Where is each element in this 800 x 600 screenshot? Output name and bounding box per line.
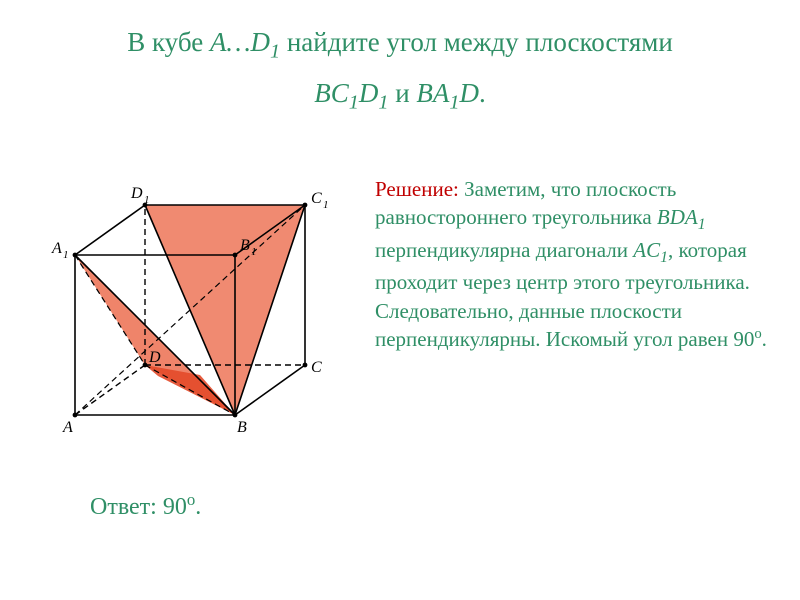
answer-text: Ответ: 90o. [90,490,201,521]
label-b: B [237,419,247,436]
edge-ad [75,365,145,415]
t2b: D [359,78,379,108]
solution-label: Решение: [375,177,459,201]
answer-label: Ответ: [90,494,163,520]
answer-value: 90 [163,494,187,520]
label-d1-sub: 1 [144,194,150,206]
t2mid: и [388,78,416,108]
edge-d1a1 [75,205,145,255]
title-line1: В кубе A…D1 найдите угол между плоскостя… [127,27,673,57]
problem-title: В кубе A…D1 найдите угол между плоскостя… [0,22,800,118]
sol-deg: o [754,326,761,342]
label-c1-sub: 1 [323,199,329,211]
answer-deg: o [187,490,195,509]
label-c1: C [311,190,322,207]
label-d: D [148,349,161,366]
label-b1: B [240,237,250,254]
label-a1-sub: 1 [63,249,69,261]
title-line2: BC1D1 и BA1D. [0,73,800,118]
label-d1: D [130,185,143,202]
answer-end: . [195,494,201,520]
label-a1: A [51,240,62,257]
t2end: . [479,78,486,108]
label-a: A [62,419,73,436]
plane-bc1d1 [145,205,305,415]
sol-b2: перпендикулярна диагонали [375,238,633,262]
sol-diag: AC [633,238,660,262]
cube-figure: A B C D A 1 B 1 C 1 D 1 [45,170,365,450]
title-var: A…D [210,27,270,57]
t2c: BA [416,78,449,108]
solution-text: Решение: Заметим, что плоскость равносто… [375,175,775,353]
sol-tri: BDA [657,205,698,229]
label-b1-sub: 1 [251,246,257,258]
sol-b4: . [762,327,767,351]
t2d: D [460,78,480,108]
label-c: C [311,359,322,376]
t2a: BC [314,78,349,108]
title-pre: В кубе [127,27,210,57]
title-post: найдите угол между плоскостями [280,27,673,57]
